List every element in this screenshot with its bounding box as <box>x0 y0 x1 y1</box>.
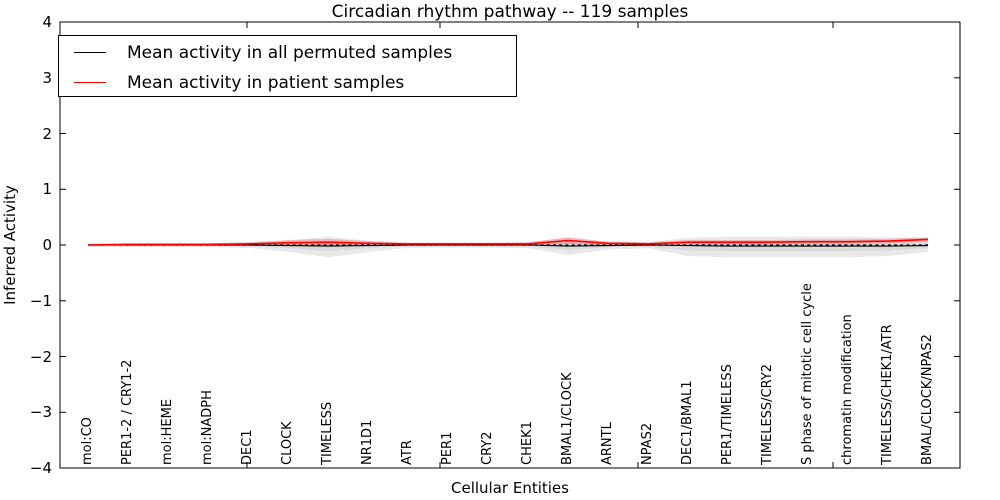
y-tick-label: −4 <box>29 459 52 477</box>
chart-title: Circadian rhythm pathway -- 119 samples <box>331 2 689 22</box>
legend-line-patient-icon <box>74 82 106 83</box>
x-tick-label: mol:CO <box>80 417 95 465</box>
y-tick-label: 2 <box>42 125 52 143</box>
x-tick-label: mol:HEME <box>160 398 175 465</box>
series-line-patient <box>87 238 929 246</box>
legend-item-permuted: Mean activity in all permuted samples <box>59 39 516 66</box>
y-tick-label: −1 <box>29 292 52 310</box>
x-tick-label: BMAL/CLOCK/NPAS2 <box>920 334 935 465</box>
x-tick-label: ARNTL <box>600 422 615 465</box>
y-tick-label: −3 <box>29 403 52 421</box>
series-line-permuted <box>88 244 929 247</box>
legend-label-permuted: Mean activity in all permuted samples <box>127 42 453 63</box>
y-tick-label: 1 <box>42 180 52 198</box>
x-tick-label: PER1 <box>440 431 455 465</box>
x-tick-label: CRY2 <box>480 431 495 466</box>
x-tick-label: CLOCK <box>280 421 295 465</box>
y-tick-label: −2 <box>29 348 52 366</box>
x-tick-label: S phase of mitotic cell cycle <box>800 283 815 465</box>
x-tick-label: ATR <box>400 440 415 465</box>
y-tick-label: 0 <box>42 236 52 254</box>
x-tick-label: PER1/TIMELESS <box>720 364 735 465</box>
legend: Mean activity in all permuted samples Me… <box>58 35 517 97</box>
x-tick-label: DEC1 <box>240 429 255 465</box>
x-tick-label: TIMELESS/CHEK1/ATR <box>880 324 895 465</box>
x-tick-label: NPAS2 <box>640 422 655 465</box>
legend-item-patient: Mean activity in patient samples <box>59 69 516 96</box>
y-tick-label: 3 <box>42 69 52 87</box>
x-tick-label: CHEK1 <box>520 421 535 465</box>
x-tick-label: mol:NADPH <box>200 390 215 465</box>
x-tick-label: TIMELESS <box>320 401 335 465</box>
x-tick-label: DEC1/BMAL1 <box>680 380 695 466</box>
x-tick-label: chromatin modification <box>840 314 855 465</box>
x-tick-label: PER1-2 / CRY1-2 <box>120 359 135 465</box>
band-permuted-envelope-inner <box>88 241 928 252</box>
x-tick-label: TIMELESS/CRY2 <box>760 363 775 465</box>
legend-line-permuted-icon <box>74 52 106 53</box>
x-axis-label: Cellular Entities <box>451 479 569 497</box>
y-tick-label: 4 <box>42 13 52 31</box>
x-tick-label: BMAL1/CLOCK <box>560 372 575 465</box>
legend-label-patient: Mean activity in patient samples <box>127 72 405 93</box>
x-tick-label: NR1D1 <box>360 419 375 465</box>
band-patient-envelope <box>88 237 928 247</box>
